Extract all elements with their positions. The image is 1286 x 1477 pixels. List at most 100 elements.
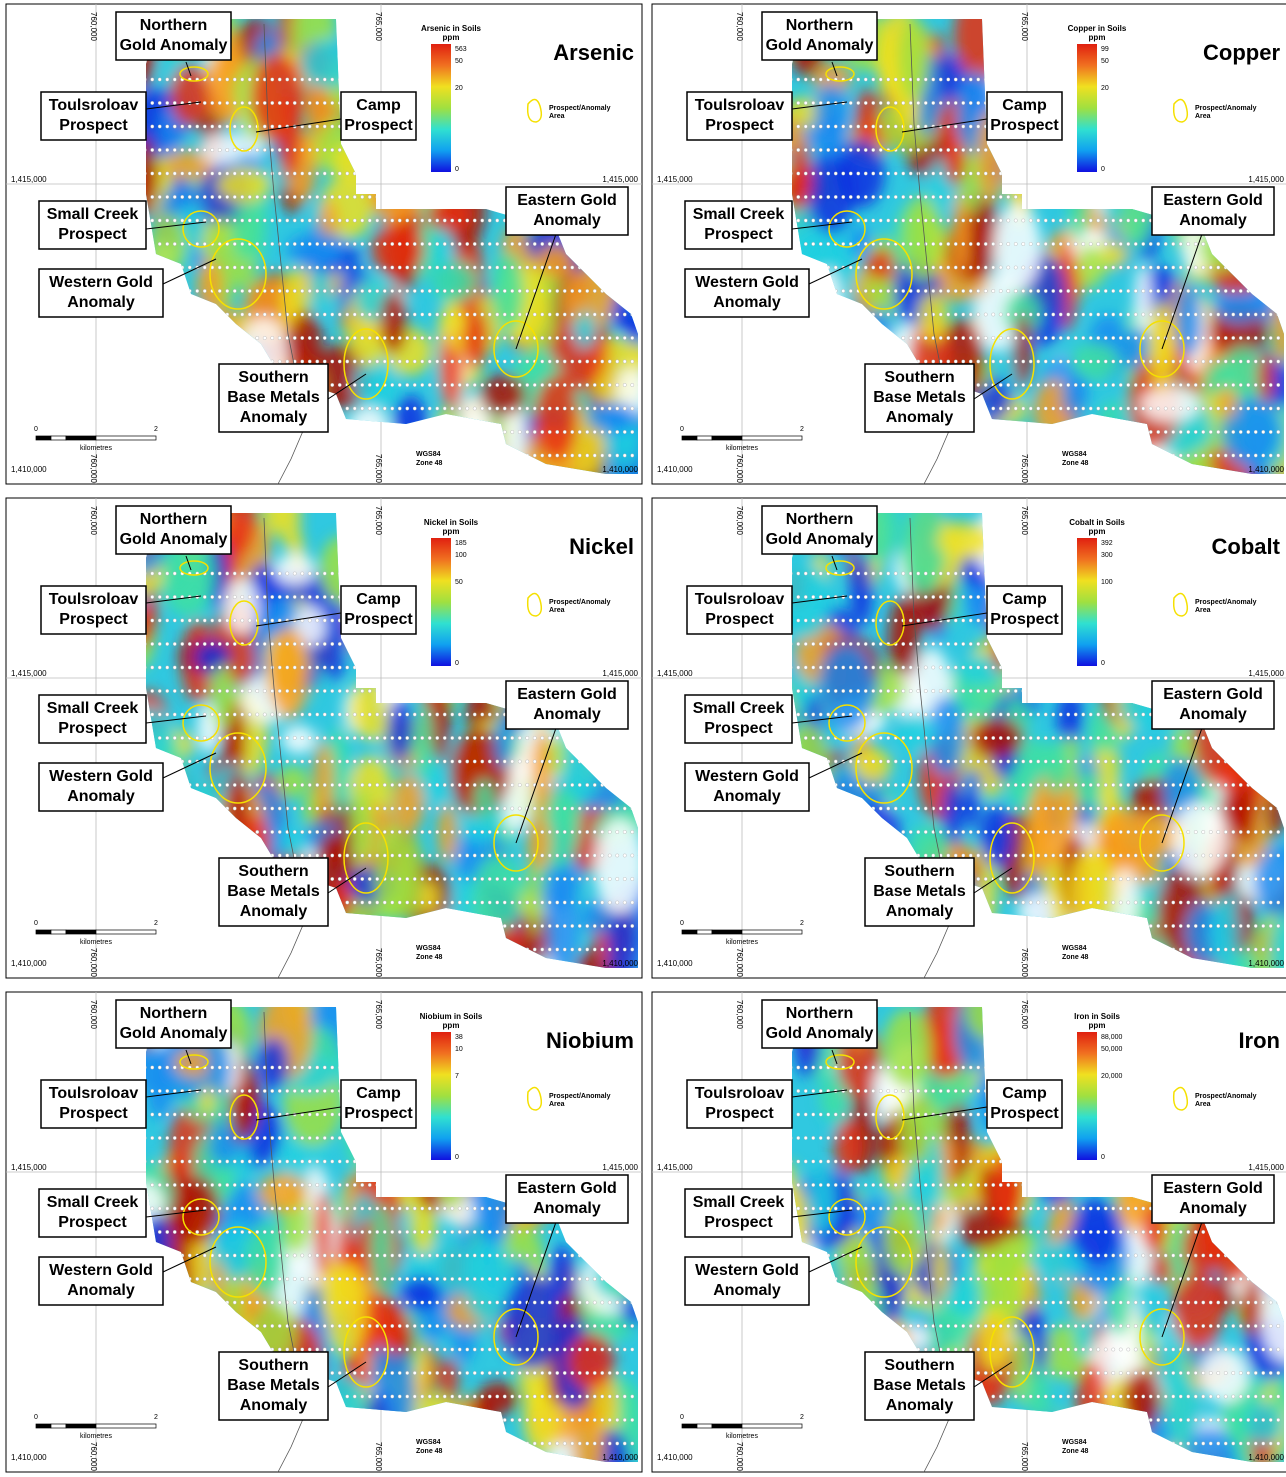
- anomaly-label: Base Metals: [873, 389, 966, 406]
- anomaly-label: Prospect: [58, 1214, 127, 1231]
- anomaly-label: Western Gold: [695, 274, 799, 291]
- easting-label: 765,000: [1020, 948, 1029, 977]
- easting-label: 760,000: [89, 1442, 98, 1471]
- colorbar: [431, 44, 451, 172]
- legend-tick-label: 50,000: [1101, 1046, 1123, 1053]
- datum-label: Zone 48: [416, 1448, 443, 1455]
- datum-label: Zone 48: [1062, 954, 1089, 961]
- legend-title: Iron in Soils: [1074, 1012, 1120, 1021]
- scale-bar-segment: [697, 1424, 712, 1428]
- panel-title: Cobalt: [1212, 534, 1281, 559]
- scale-bar-segment: [51, 1424, 66, 1428]
- anomaly-label: Anomaly: [886, 903, 954, 920]
- page: Northern Gold Anomaly Toulsroloav Prospect C…: [0, 0, 1286, 1477]
- northing-label: 1,415,000: [11, 669, 47, 678]
- legend-tick-label: 100: [1101, 579, 1113, 586]
- northing-label: 1,410,000: [1248, 1453, 1284, 1462]
- anomaly-label: Base Metals: [227, 1377, 320, 1394]
- anomaly-label: Anomaly: [533, 212, 601, 229]
- prospect-legend-label: Area: [549, 1101, 565, 1108]
- scale-bar-segment: [712, 1424, 742, 1428]
- anomaly-label: Prospect: [705, 117, 774, 134]
- anomaly-label: Prospect: [990, 1105, 1059, 1122]
- legend-unit: ppm: [1089, 1021, 1106, 1030]
- anomaly-label: Northern: [786, 511, 854, 528]
- northing-label: 1,415,000: [1248, 175, 1284, 184]
- legend-tick-label: 0: [1101, 166, 1105, 173]
- northing-label: 1,410,000: [657, 959, 693, 968]
- datum-label: Zone 48: [416, 460, 443, 467]
- scale-label: 0: [680, 426, 684, 433]
- northing-label: 1,410,000: [1248, 959, 1284, 968]
- scale-bar-segment: [66, 930, 96, 934]
- scale-unit: kilometres: [726, 1433, 758, 1440]
- northing-label: 1,415,000: [657, 1163, 693, 1172]
- northing-label: 1,410,000: [602, 465, 638, 474]
- datum-label: Zone 48: [1062, 460, 1089, 467]
- scale-bar-segment: [742, 930, 802, 934]
- datum-label: WGS84: [416, 1439, 441, 1446]
- datum-label: WGS84: [1062, 451, 1087, 458]
- easting-label: 765,000: [1020, 454, 1029, 483]
- panel-title: Arsenic: [553, 40, 634, 65]
- prospect-legend-label: Prospect/Anomaly: [549, 599, 611, 606]
- scale-bar-segment: [712, 436, 742, 440]
- anomaly-label: Northern: [786, 17, 854, 34]
- map-panel: NorthernGold AnomalyToulsroloavProspectC…: [652, 468, 1286, 1006]
- northing-label: 1,410,000: [602, 1453, 638, 1462]
- prospect-legend-label: Area: [549, 113, 565, 120]
- anomaly-label: Camp: [1002, 591, 1047, 608]
- northing-label: 1,415,000: [602, 669, 638, 678]
- datum-label: WGS84: [1062, 945, 1087, 952]
- prospect-legend-label: Area: [1195, 1101, 1211, 1108]
- datum-label: WGS84: [416, 451, 441, 458]
- legend-tick-label: 7: [455, 1073, 459, 1080]
- northing-label: 1,415,000: [1248, 669, 1284, 678]
- anomaly-label: Anomaly: [713, 788, 781, 805]
- anomaly-label: Toulsroloav: [49, 591, 139, 608]
- anomaly-label: Gold Anomaly: [120, 37, 228, 54]
- anomaly-label: Eastern Gold: [517, 1180, 617, 1197]
- easting-label: 760,000: [89, 1000, 98, 1029]
- anomaly-label: Gold Anomaly: [120, 1025, 228, 1042]
- scale-bar-segment: [96, 436, 156, 440]
- anomaly-label: Prospect: [704, 720, 773, 737]
- anomaly-label: Western Gold: [695, 1262, 799, 1279]
- legend-tick-label: 300: [1101, 552, 1113, 559]
- legend-unit: ppm: [443, 1021, 460, 1030]
- legend-tick-label: 100: [455, 552, 467, 559]
- anomaly-label: Toulsroloav: [695, 97, 785, 114]
- legend-tick-label: 20,000: [1101, 1073, 1123, 1080]
- easting-label: 760,000: [89, 454, 98, 483]
- legend-title: Copper in Soils: [1068, 24, 1127, 33]
- anomaly-label: Anomaly: [1179, 1200, 1247, 1217]
- anomaly-label: Northern: [140, 511, 208, 528]
- northing-label: 1,410,000: [657, 1453, 693, 1462]
- anomaly-label: Anomaly: [886, 1397, 954, 1414]
- legend-unit: ppm: [443, 527, 460, 536]
- easting-label: 765,000: [1020, 1442, 1029, 1471]
- panel-title: Iron: [1238, 1028, 1280, 1053]
- anomaly-label: Base Metals: [227, 883, 320, 900]
- legend-tick-label: 0: [455, 660, 459, 667]
- scale-label: 2: [154, 920, 158, 927]
- legend-tick-label: 392: [1101, 540, 1113, 547]
- anomaly-label: Gold Anomaly: [766, 531, 874, 548]
- anomaly-label: Toulsroloav: [49, 1085, 139, 1102]
- scale-bar-segment: [697, 930, 712, 934]
- anomaly-label: Anomaly: [533, 1200, 601, 1217]
- prospect-legend-label: Prospect/Anomaly: [549, 105, 611, 112]
- legend-unit: ppm: [1089, 33, 1106, 42]
- legend-tick-label: 0: [455, 166, 459, 173]
- map-panel: NorthernGold AnomalyToulsroloavProspectC…: [652, 957, 1286, 1477]
- easting-label: 765,000: [374, 506, 383, 535]
- anomaly-label: Camp: [1002, 97, 1047, 114]
- anomaly-label: Small Creek: [47, 206, 139, 223]
- anomaly-label: Toulsroloav: [695, 1085, 785, 1102]
- northing-label: 1,415,000: [602, 175, 638, 184]
- easting-label: 760,000: [89, 506, 98, 535]
- datum-label: WGS84: [1062, 1439, 1087, 1446]
- scale-label: 2: [154, 1414, 158, 1421]
- scale-bar-segment: [51, 436, 66, 440]
- anomaly-label: Anomaly: [533, 706, 601, 723]
